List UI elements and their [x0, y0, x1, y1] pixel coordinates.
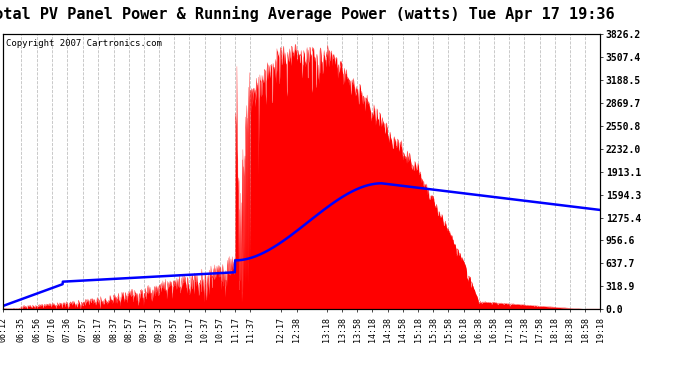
Text: Total PV Panel Power & Running Average Power (watts) Tue Apr 17 19:36: Total PV Panel Power & Running Average P… — [0, 6, 615, 22]
Text: Copyright 2007 Cartronics.com: Copyright 2007 Cartronics.com — [6, 39, 162, 48]
